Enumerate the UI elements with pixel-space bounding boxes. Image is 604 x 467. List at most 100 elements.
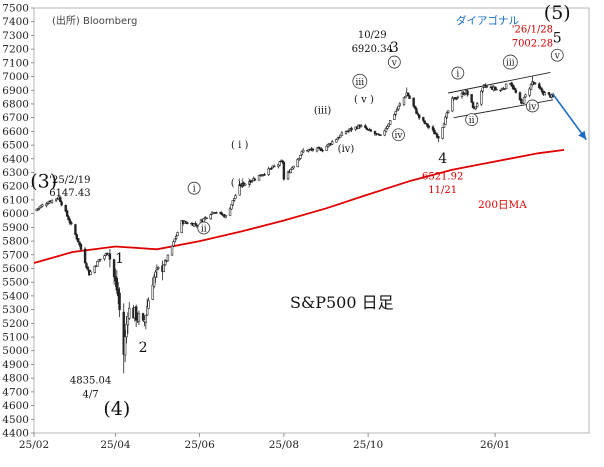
wave-circle (392, 128, 405, 142)
candle-body (455, 98, 458, 100)
candle-body (184, 221, 188, 224)
wave-circle (187, 181, 201, 195)
candle-body (83, 248, 87, 264)
candle-body (317, 146, 320, 149)
candle-body (441, 126, 444, 139)
candle-body (147, 300, 150, 309)
candle-body (39, 205, 43, 208)
candle-body (292, 165, 295, 169)
wave-label: 1 (115, 251, 124, 267)
y-tick-label: 6500 (2, 140, 29, 152)
candle-body (192, 223, 196, 227)
candle-body (511, 84, 515, 89)
wave-label: 4835.04 (70, 376, 111, 387)
y-tick-label: 6800 (2, 98, 29, 110)
candle-body (398, 103, 402, 107)
candle-body (437, 136, 440, 139)
candle-body (173, 238, 177, 243)
candle-body (434, 132, 437, 135)
candle-body (260, 175, 263, 177)
candle-body (234, 195, 237, 199)
ma-200-line (33, 149, 565, 264)
candle-body (547, 92, 551, 95)
wave-label: 6147.43 (49, 188, 90, 199)
y-tick-label: 5000 (2, 345, 29, 357)
candle-body (433, 129, 436, 135)
x-axis: 25/02 25/04 25/06 25/08 25/10 26/01 (19, 433, 510, 451)
forecast-arrowhead (578, 130, 587, 140)
candle-body (224, 215, 228, 218)
candle-body (47, 201, 51, 204)
candle-body (74, 224, 77, 235)
candle-body (427, 125, 431, 128)
candle-body (520, 98, 523, 104)
candle-body (406, 92, 410, 97)
candle-body (397, 105, 400, 110)
candle-body (299, 155, 302, 159)
candle-body (340, 132, 344, 136)
wave-label: (iii) (314, 106, 331, 117)
candle-body (344, 131, 348, 134)
candle-body (123, 336, 127, 356)
y-tick-label: 5300 (2, 304, 29, 316)
candle-body (76, 237, 80, 243)
candle-body (253, 178, 257, 181)
candle-body (302, 149, 305, 153)
wave-label: v (391, 59, 398, 69)
y-tick-label: 5600 (2, 263, 29, 275)
candle-body (442, 123, 446, 128)
candle-body (115, 277, 119, 291)
candle-body (215, 212, 218, 214)
candle-body (435, 133, 439, 138)
candle-body (416, 113, 420, 115)
candle-body (238, 184, 241, 196)
diagonal-label: ダイアゴナル (456, 14, 519, 27)
candle-body (194, 223, 197, 225)
candle-body (510, 82, 513, 87)
candle-body (108, 253, 112, 260)
wave-label: ii (469, 116, 475, 126)
candle-body (347, 129, 350, 132)
candle-body (67, 216, 70, 221)
wave-circle (387, 55, 401, 69)
candle-body (369, 129, 373, 132)
candle-body (463, 93, 466, 95)
candle-body (386, 125, 389, 129)
wave-label: ( v ) (354, 95, 374, 106)
candle-body (475, 103, 479, 107)
candle-body (426, 123, 429, 127)
wave-label: 6521.92 (422, 171, 463, 182)
candle-body (456, 96, 460, 99)
candle-body (141, 313, 145, 321)
x-tick-label: 25/06 (185, 439, 216, 451)
candle-body (471, 101, 475, 109)
candle-body (126, 316, 130, 326)
candle-body (331, 141, 334, 145)
candle-body (122, 311, 125, 355)
candle-body (335, 139, 338, 143)
candle-body (78, 241, 81, 246)
y-tick-label: 5100 (2, 332, 29, 344)
candle-body (321, 149, 324, 152)
wave-label: ( ii ) (231, 178, 252, 189)
wave-label: (5) (544, 2, 571, 24)
wave-label: 4 (438, 151, 447, 167)
candle-body (417, 114, 421, 119)
candle-body (383, 130, 386, 136)
candle-body (424, 122, 428, 125)
candle-body (384, 128, 388, 132)
wave-label: iii (506, 59, 515, 69)
candle-body (528, 88, 531, 96)
candle-body (89, 271, 92, 275)
candle-body (540, 88, 544, 93)
candle-body (480, 90, 483, 105)
candle-body (70, 222, 73, 225)
candle-body (387, 123, 391, 127)
candle-body (499, 89, 502, 92)
wave-label: 2 (139, 340, 148, 356)
candle-body (172, 241, 175, 247)
y-tick-label: 7400 (2, 16, 29, 28)
y-tick-label: 5800 (2, 236, 29, 248)
